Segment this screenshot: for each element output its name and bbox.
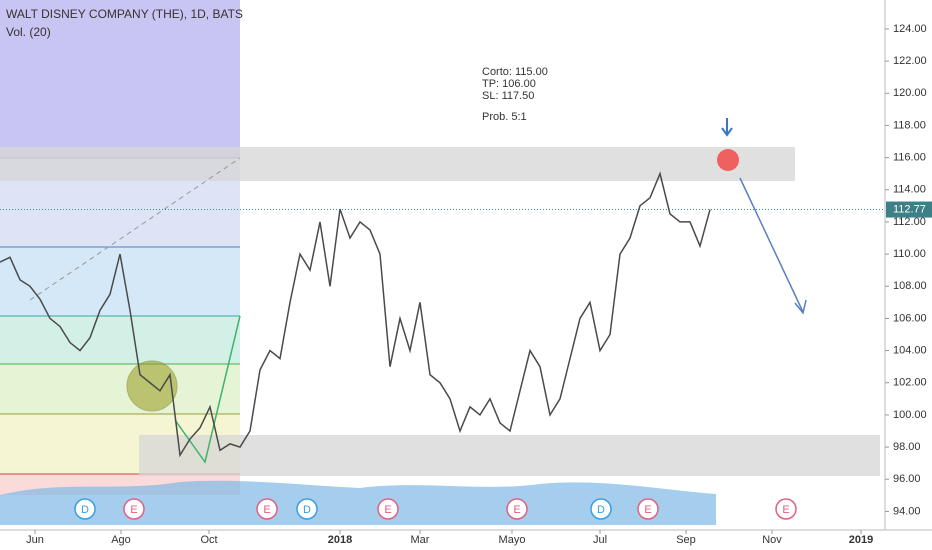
plot [0, 171, 885, 458]
event-label: D [303, 504, 311, 516]
event-label: E [644, 504, 651, 516]
y-tick-label: 116.00 [893, 152, 926, 164]
event-label: E [384, 504, 391, 516]
annotation: Prob. 5:1 [482, 111, 527, 123]
y-tick-label: 110.00 [893, 248, 926, 260]
x-tick-label: Jun [26, 534, 44, 546]
last-price-label: 112.77 [893, 203, 926, 215]
x-tick-label: Oct [200, 534, 217, 546]
annotation: TP: 106.00 [482, 78, 536, 90]
y-tick-label: 118.00 [893, 119, 926, 131]
y-tick-label: 106.00 [893, 312, 927, 324]
x-tick-label: Sep [676, 534, 696, 546]
event-marker [377, 498, 399, 520]
y-tick-label: 94.00 [893, 505, 921, 517]
event-marker [123, 498, 145, 520]
event-marker [590, 498, 612, 520]
entry-marker [717, 149, 739, 171]
y-tick-label: 104.00 [893, 344, 927, 356]
down-arrow-head [721, 127, 733, 137]
projection-line [174, 315, 241, 464]
y-tick-label: 102.00 [893, 377, 927, 389]
event-marker [637, 498, 659, 520]
x-tick-label: Jul [593, 534, 607, 546]
y-tick-label: 120.00 [893, 87, 927, 99]
trend-line [29, 157, 241, 301]
event-marker [74, 498, 96, 520]
resistance-zone [0, 147, 795, 181]
target-arrow [739, 177, 804, 313]
y-tick-label: 98.00 [893, 441, 921, 453]
event-label: D [81, 504, 89, 516]
event-marker [506, 498, 528, 520]
chart-title: WALT DISNEY COMPANY (THE), 1D, BATS [6, 7, 243, 21]
y-tick-label: 100.00 [893, 409, 927, 421]
x-tick-label: Ago [111, 534, 131, 546]
event-label: E [263, 504, 270, 516]
pattern-circle [126, 360, 178, 412]
support-zone [139, 435, 880, 476]
event-label: E [782, 504, 789, 516]
event-marker [296, 498, 318, 520]
volume-area [0, 480, 716, 525]
y-tick-label: 124.00 [893, 23, 927, 35]
annotation: Corto: 115.00 [482, 66, 548, 78]
annotation: SL: 117.50 [482, 90, 534, 102]
x-tick-label: 2018 [328, 534, 352, 546]
y-tick-label: 112.00 [893, 216, 926, 228]
x-tick-label: Nov [762, 534, 782, 546]
event-marker [775, 498, 797, 520]
y-tick-label: 122.00 [893, 55, 927, 67]
last-price-badge [886, 201, 932, 218]
y-tick-label: 96.00 [893, 473, 921, 485]
event-marker [256, 498, 278, 520]
event-label: D [597, 504, 605, 516]
event-label: E [130, 504, 137, 516]
x-tick-label: Mayo [499, 534, 526, 546]
x-tick-label: 2019 [849, 534, 873, 546]
y-tick-label: 114.00 [893, 184, 926, 196]
price-line [0, 171, 711, 458]
target-arrow-head [794, 299, 807, 315]
y-tick-label: 108.00 [893, 280, 927, 292]
chart-subtitle: Vol. (20) [6, 25, 51, 39]
event-label: E [513, 504, 520, 516]
x-tick-label: Mar [411, 534, 430, 546]
